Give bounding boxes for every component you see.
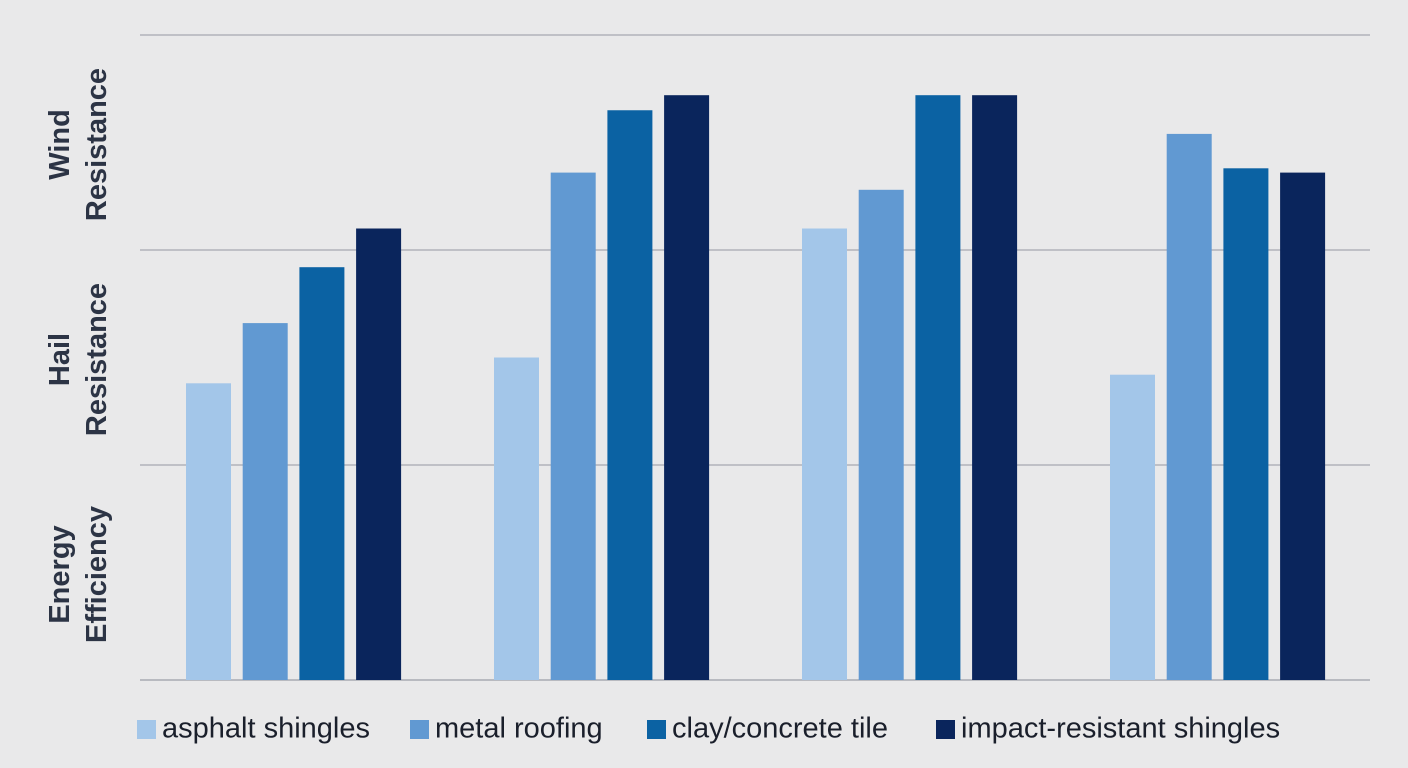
bar [242, 323, 288, 680]
y-band-label: Wind Resistance [44, 68, 113, 221]
legend-swatch [410, 720, 429, 739]
legend-swatch [936, 720, 955, 739]
bar [1223, 168, 1269, 681]
legend-swatch [647, 720, 666, 739]
legend-label: asphalt shingles [162, 713, 370, 745]
legend: asphalt shingles metal roofing clay/concre… [137, 713, 1280, 745]
bar [1110, 374, 1155, 680]
y-band-label-line2: Resistance [81, 283, 113, 436]
y-band-label: Hail Resistance [44, 283, 113, 436]
bar [550, 172, 596, 680]
bar [915, 95, 961, 680]
y-band-label-line1: Hail [44, 333, 76, 386]
bar [858, 189, 904, 681]
y-band-label: Energy Efficiency [44, 506, 113, 643]
bar [972, 95, 1018, 680]
bar [1166, 133, 1212, 680]
bar [186, 383, 231, 680]
gridlines [140, 34, 1370, 681]
legend-swatch [137, 720, 156, 739]
y-band-label-line1: Energy [44, 525, 76, 623]
bar [607, 110, 653, 680]
bar [356, 228, 402, 680]
bar [802, 228, 847, 680]
bars [186, 95, 1326, 681]
y-band-label-line1: Wind [44, 109, 76, 180]
y-band-label-line2: Efficiency [81, 506, 113, 643]
bar [664, 95, 710, 680]
bar [299, 267, 345, 680]
bar [1280, 172, 1326, 680]
legend-label: metal roofing [435, 713, 603, 745]
legend-label: clay/concrete tile [672, 713, 888, 745]
legend-label: impact-resistant shingles [961, 713, 1280, 745]
y-band-label-line2: Resistance [81, 68, 113, 221]
bar [494, 357, 539, 680]
